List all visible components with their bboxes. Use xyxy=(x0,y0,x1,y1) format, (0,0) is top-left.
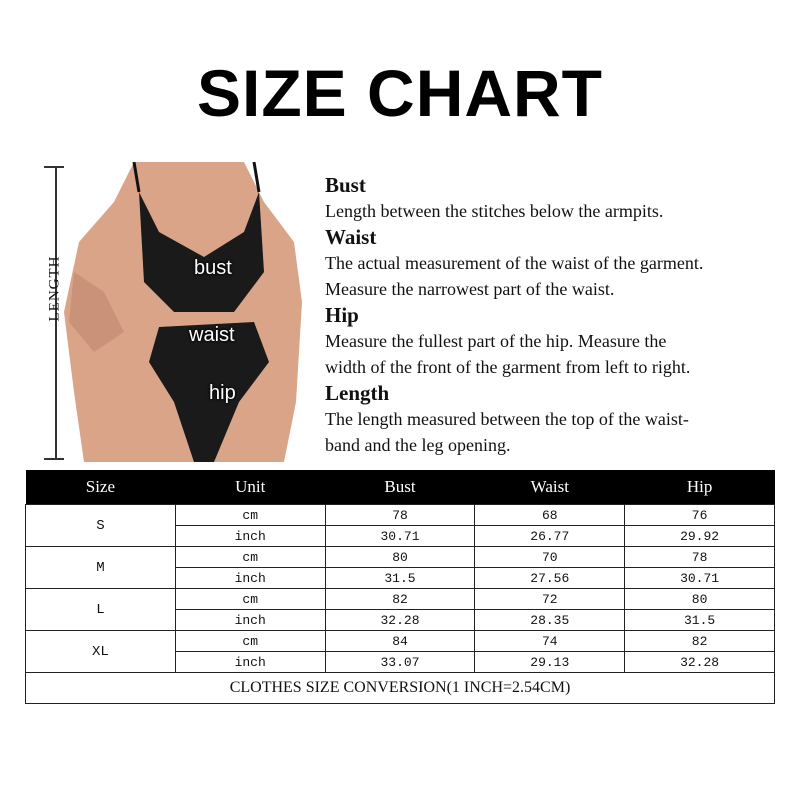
hip-inch-cell: 32.28 xyxy=(624,651,775,673)
hip-heading: Hip xyxy=(325,303,359,327)
hip-inch-cell: 30.71 xyxy=(624,567,775,589)
size-cell: M xyxy=(25,546,176,589)
bust-inch-cell: 32.28 xyxy=(324,609,476,631)
length-heading: Length xyxy=(325,381,390,405)
bust-cm-cell: 84 xyxy=(324,630,476,652)
length-indicator xyxy=(55,166,57,460)
waist-inch-cell: 26.77 xyxy=(474,525,626,547)
hip-text: Measure the fullest part of the hip. Mea… xyxy=(325,331,667,351)
unit-cell: inch xyxy=(174,567,326,589)
unit-cell: inch xyxy=(174,525,326,547)
table-row: inch 33.07 29.13 32.28 xyxy=(26,651,775,673)
measurement-descriptions: Bust Length between the stitches below t… xyxy=(325,172,785,458)
unit-cell: cm xyxy=(174,630,326,652)
product-photo: bust waist hip xyxy=(64,162,308,462)
length-text: The length measured between the top of t… xyxy=(325,409,689,429)
hip-label: hip xyxy=(209,382,236,404)
bust-inch-cell: 31.5 xyxy=(324,567,476,589)
hip-cm-cell: 80 xyxy=(624,588,775,610)
length-cap-top xyxy=(44,166,68,168)
model-illustration xyxy=(64,162,302,462)
waist-cm-cell: 68 xyxy=(474,504,626,526)
col-unit: Unit xyxy=(175,470,326,505)
size-cell: XL xyxy=(25,630,176,673)
bust-cm-cell: 78 xyxy=(324,504,476,526)
table-row: inch 31.5 27.56 30.71 xyxy=(26,567,775,589)
col-waist: Waist xyxy=(474,470,625,505)
bust-inch-cell: 30.71 xyxy=(324,525,476,547)
length-text: band and the leg opening. xyxy=(325,435,511,455)
unit-cell: cm xyxy=(174,588,326,610)
waist-cm-cell: 70 xyxy=(474,546,626,568)
waist-heading: Waist xyxy=(325,225,377,249)
hip-cm-cell: 78 xyxy=(624,546,775,568)
bust-cm-cell: 82 xyxy=(324,588,476,610)
waist-text: Measure the narrowest part of the waist. xyxy=(325,279,615,299)
waist-cm-cell: 74 xyxy=(474,630,626,652)
bust-cm-cell: 80 xyxy=(324,546,476,568)
unit-cell: inch xyxy=(174,651,326,673)
table-header: Size Unit Bust Waist Hip xyxy=(25,470,775,505)
waist-cm-cell: 72 xyxy=(474,588,626,610)
waist-inch-cell: 28.35 xyxy=(474,609,626,631)
conversion-note: CLOTHES SIZE CONVERSION(1 INCH=2.54CM) xyxy=(25,672,775,704)
page-title: SIZE CHART xyxy=(197,56,603,130)
bust-inch-cell: 33.07 xyxy=(324,651,476,673)
unit-cell: cm xyxy=(174,504,326,526)
hip-inch-cell: 31.5 xyxy=(624,609,775,631)
bust-heading: Bust xyxy=(325,173,366,197)
col-size: Size xyxy=(25,470,176,505)
table-row: inch 32.28 28.35 31.5 xyxy=(26,609,775,631)
length-cap-bottom xyxy=(44,458,68,460)
waist-inch-cell: 27.56 xyxy=(474,567,626,589)
length-label: LENGTH xyxy=(46,255,63,322)
unit-cell: inch xyxy=(174,609,326,631)
col-hip: Hip xyxy=(624,470,775,505)
bust-text: Length between the stitches below the ar… xyxy=(325,201,664,221)
hip-text: width of the front of the garment from l… xyxy=(325,357,691,377)
size-cell: L xyxy=(25,588,176,631)
hip-cm-cell: 82 xyxy=(624,630,775,652)
waist-inch-cell: 29.13 xyxy=(474,651,626,673)
hip-inch-cell: 29.92 xyxy=(624,525,775,547)
hip-cm-cell: 76 xyxy=(624,504,775,526)
size-cell: S xyxy=(25,504,176,547)
unit-cell: cm xyxy=(174,546,326,568)
table-row: XL cm 84 74 82 xyxy=(25,630,775,673)
waist-text: The actual measurement of the waist of t… xyxy=(325,253,704,273)
waist-label: waist xyxy=(189,324,235,346)
col-bust: Bust xyxy=(325,470,475,505)
bust-label: bust xyxy=(194,257,232,279)
